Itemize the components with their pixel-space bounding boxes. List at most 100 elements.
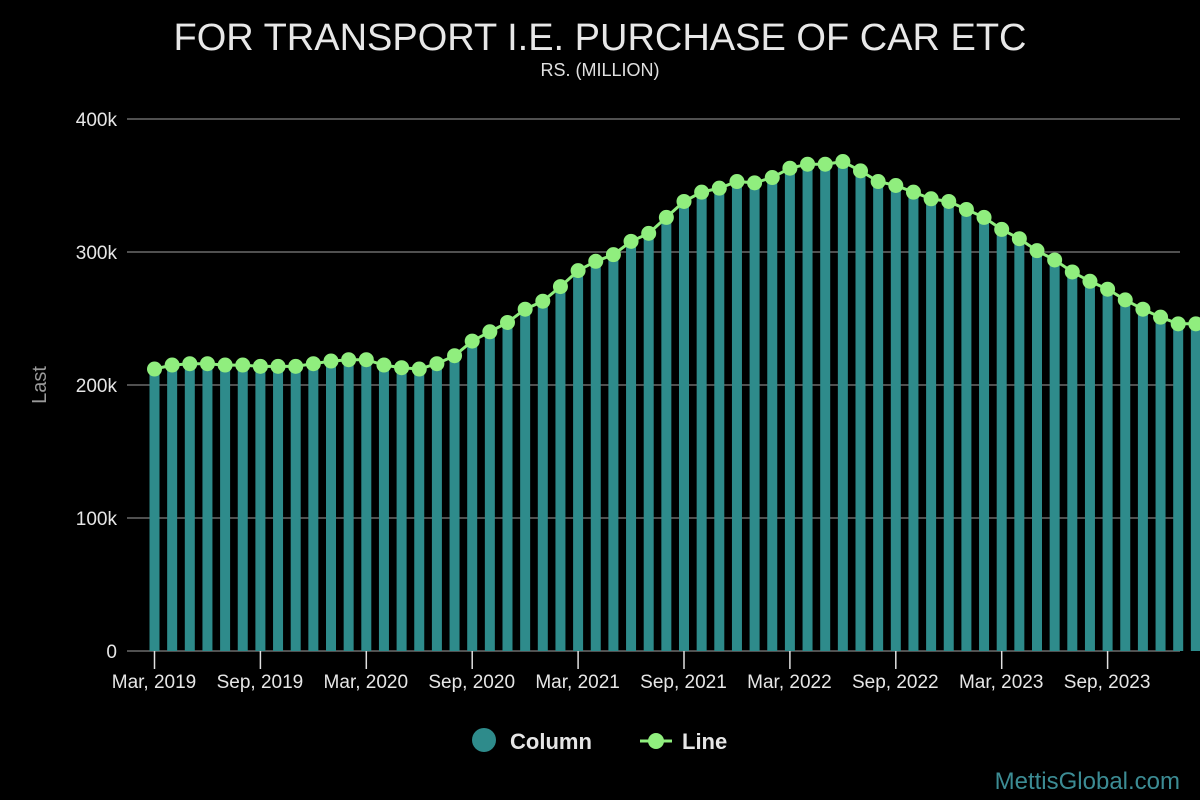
line-point[interactable]	[447, 348, 463, 364]
column-bar[interactable]	[273, 366, 284, 651]
column-bar[interactable]	[467, 341, 478, 651]
column-bar[interactable]	[255, 366, 266, 651]
line-point[interactable]	[782, 160, 798, 176]
column-bar[interactable]	[1173, 323, 1184, 651]
line-point[interactable]	[1135, 301, 1151, 317]
line-point[interactable]	[147, 361, 162, 377]
legend-item-line[interactable]: Line	[640, 729, 727, 754]
line-point[interactable]	[305, 356, 321, 372]
line-point[interactable]	[623, 233, 639, 249]
column-bar[interactable]	[855, 170, 866, 651]
column-bar[interactable]	[502, 322, 513, 651]
line-point[interactable]	[764, 170, 780, 186]
column-bar[interactable]	[573, 270, 584, 651]
column-bar[interactable]	[484, 331, 495, 651]
line-point[interactable]	[323, 353, 339, 369]
column-bar[interactable]	[1155, 317, 1166, 651]
column-bar[interactable]	[996, 229, 1007, 651]
line-point[interactable]	[694, 184, 710, 200]
column-bar[interactable]	[1067, 271, 1078, 651]
line-point[interactable]	[252, 358, 268, 374]
line-point[interactable]	[711, 180, 727, 196]
line-point[interactable]	[376, 357, 392, 373]
line-point[interactable]	[1153, 309, 1169, 325]
line-point[interactable]	[1170, 316, 1186, 332]
column-bar[interactable]	[1084, 281, 1095, 651]
line-point[interactable]	[588, 253, 604, 269]
column-bar[interactable]	[1120, 299, 1131, 651]
column-bar[interactable]	[943, 201, 954, 651]
column-bar[interactable]	[696, 192, 707, 651]
line-point[interactable]	[923, 191, 939, 207]
column-bar[interactable]	[908, 192, 919, 651]
line-point[interactable]	[1117, 292, 1133, 308]
column-bar[interactable]	[961, 209, 972, 651]
column-bar[interactable]	[1049, 259, 1060, 651]
line-point[interactable]	[164, 357, 180, 373]
column-bar[interactable]	[714, 188, 725, 651]
column-bar[interactable]	[784, 168, 795, 651]
column-bar[interactable]	[749, 182, 760, 651]
column-bar[interactable]	[1032, 250, 1042, 652]
line-point[interactable]	[394, 360, 410, 376]
line-point[interactable]	[182, 356, 198, 372]
column-bar[interactable]	[661, 217, 672, 652]
line-point[interactable]	[853, 163, 868, 179]
line-point[interactable]	[411, 361, 427, 377]
column-bar[interactable]	[890, 185, 901, 652]
column-bar[interactable]	[608, 254, 619, 651]
column-bar[interactable]	[326, 361, 336, 651]
line-point[interactable]	[288, 358, 304, 374]
line-point[interactable]	[358, 352, 374, 368]
line-point[interactable]	[958, 201, 974, 217]
column-bar[interactable]	[308, 363, 319, 651]
column-bar[interactable]	[1137, 309, 1148, 651]
line-point[interactable]	[1047, 252, 1063, 268]
line-point[interactable]	[1082, 273, 1098, 289]
column-bar[interactable]	[626, 241, 637, 652]
column-bar[interactable]	[414, 369, 425, 651]
line-point[interactable]	[976, 209, 992, 225]
line-point[interactable]	[535, 293, 551, 309]
column-bar[interactable]	[361, 359, 372, 651]
line-point[interactable]	[641, 225, 657, 241]
column-bar[interactable]	[220, 365, 231, 651]
line-point[interactable]	[605, 247, 621, 263]
line-point[interactable]	[1100, 281, 1116, 297]
line-point[interactable]	[341, 352, 357, 368]
column-bar[interactable]	[1190, 323, 1200, 651]
line-point[interactable]	[552, 279, 568, 295]
line-point[interactable]	[482, 324, 498, 340]
line-point[interactable]	[835, 154, 851, 170]
column-bar[interactable]	[1014, 238, 1025, 651]
column-bar[interactable]	[290, 366, 301, 651]
line-point[interactable]	[817, 156, 833, 172]
line-point[interactable]	[994, 221, 1010, 237]
column-bar[interactable]	[679, 201, 689, 651]
column-bar[interactable]	[167, 365, 178, 651]
column-bar[interactable]	[237, 365, 248, 651]
line-point[interactable]	[800, 156, 816, 172]
line-point[interactable]	[658, 209, 674, 225]
line-point[interactable]	[235, 357, 251, 373]
credit-link[interactable]: MettisGlobal.com	[995, 768, 1180, 795]
line-point[interactable]	[1011, 231, 1027, 247]
column-bar[interactable]	[767, 177, 778, 651]
line-point[interactable]	[500, 314, 515, 330]
column-bar[interactable]	[378, 365, 389, 651]
column-bar[interactable]	[1102, 289, 1113, 651]
line-point[interactable]	[570, 263, 586, 279]
column-bar[interactable]	[537, 301, 548, 651]
line-point[interactable]	[429, 356, 445, 372]
column-bar[interactable]	[555, 286, 566, 651]
line-point[interactable]	[676, 193, 692, 209]
line-point[interactable]	[217, 357, 233, 373]
line-point[interactable]	[905, 184, 921, 200]
column-bar[interactable]	[643, 233, 654, 651]
column-bar[interactable]	[731, 181, 742, 651]
column-bar[interactable]	[979, 217, 990, 652]
column-bar[interactable]	[820, 164, 831, 651]
column-bar[interactable]	[396, 367, 407, 651]
column-bar[interactable]	[837, 161, 848, 651]
line-point[interactable]	[941, 193, 957, 209]
